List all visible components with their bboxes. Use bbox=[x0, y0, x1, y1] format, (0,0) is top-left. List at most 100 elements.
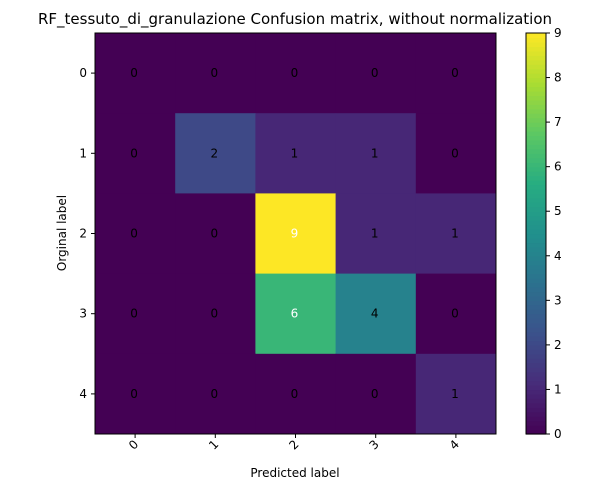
cell-value-label: 0 bbox=[210, 66, 218, 80]
colorbar-segment bbox=[526, 331, 546, 337]
cell-value-label: 0 bbox=[130, 146, 138, 160]
colorbar-segment bbox=[526, 215, 546, 221]
colorbar-segment bbox=[526, 398, 546, 404]
heatmap-cell-3-3 bbox=[335, 273, 417, 355]
colorbar-segment bbox=[526, 206, 546, 212]
colorbar-segment bbox=[526, 90, 546, 96]
cell-value-label: 0 bbox=[371, 387, 379, 401]
colorbar-segment bbox=[526, 68, 546, 74]
y-axis-label: Orginal label bbox=[55, 195, 69, 271]
heatmap-cell-0-3 bbox=[335, 33, 417, 114]
colorbar-segment bbox=[526, 295, 546, 301]
colorbar-segment bbox=[526, 122, 546, 128]
colorbar-segment bbox=[526, 108, 546, 114]
colorbar-segment bbox=[526, 260, 546, 266]
colorbar-segment bbox=[526, 384, 546, 391]
colorbar-segment bbox=[526, 402, 546, 408]
colorbar-segment bbox=[526, 224, 546, 230]
colorbar-segment bbox=[526, 95, 546, 101]
heatmap-cell-2-3 bbox=[335, 193, 417, 275]
colorbar-segment bbox=[526, 429, 546, 435]
colorbar-segment bbox=[526, 59, 546, 65]
colorbar-segment bbox=[526, 273, 546, 279]
heatmap-cell-1-4 bbox=[415, 113, 497, 194]
heatmap-cell-0-1 bbox=[175, 33, 256, 114]
y-tick-label: 2 bbox=[79, 227, 87, 241]
colorbar-segment bbox=[526, 144, 546, 150]
colorbar-segment bbox=[526, 126, 546, 132]
colorbar-tick-label: 7 bbox=[554, 115, 562, 129]
heatmap-cell-4-2 bbox=[255, 353, 337, 435]
colorbar-segment bbox=[526, 269, 546, 275]
colorbar-segment bbox=[526, 411, 546, 417]
colorbar-tick-label: 1 bbox=[554, 382, 562, 396]
y-tick-label: 0 bbox=[79, 66, 87, 80]
heatmap-cell-2-4 bbox=[415, 193, 497, 275]
colorbar-segment bbox=[526, 340, 546, 346]
colorbar-segment bbox=[526, 211, 546, 217]
cell-value-label: 1 bbox=[451, 387, 459, 401]
colorbar-tick-label: 0 bbox=[554, 427, 562, 441]
colorbar-segment bbox=[526, 113, 546, 119]
colorbar-frame bbox=[525, 32, 547, 435]
x-axis-label: Predicted label bbox=[250, 466, 339, 480]
x-tick-label: 3 bbox=[367, 437, 382, 452]
cell-value-label: 0 bbox=[210, 387, 218, 401]
x-tick-label: 4 bbox=[447, 437, 462, 452]
heatmap-cell-0-4 bbox=[415, 33, 497, 114]
heatmap-cell-4-1 bbox=[175, 353, 256, 435]
colorbar-segment bbox=[526, 197, 546, 203]
colorbar-segment bbox=[526, 41, 546, 47]
cell-value-label: 0 bbox=[130, 66, 138, 80]
x-tick-label: 0 bbox=[126, 437, 141, 452]
heatmap-cell-3-1 bbox=[175, 273, 256, 355]
colorbar-tick-label: 5 bbox=[554, 204, 562, 218]
colorbar-segment bbox=[526, 353, 546, 359]
heatmap-cell-2-1 bbox=[175, 193, 256, 275]
cell-value-label: 0 bbox=[371, 66, 379, 80]
heatmap-cell-1-3 bbox=[335, 113, 417, 194]
colorbar-segment bbox=[526, 166, 546, 172]
colorbar-segment bbox=[526, 86, 546, 92]
colorbar-segment bbox=[526, 282, 546, 288]
colorbar-segment bbox=[526, 64, 546, 70]
colorbar-segment bbox=[526, 380, 546, 386]
colorbar-segment bbox=[526, 117, 546, 123]
cell-value-label: 0 bbox=[130, 387, 138, 401]
y-tick-label: 4 bbox=[79, 387, 87, 401]
heatmap-cells bbox=[95, 33, 497, 435]
colorbar-segment bbox=[526, 171, 546, 177]
colorbar-segment bbox=[526, 420, 546, 426]
heatmap-cell-1-0 bbox=[95, 113, 176, 194]
colorbar-segment bbox=[526, 202, 546, 208]
x-tick-label: 1 bbox=[206, 437, 221, 452]
cell-value-label: 0 bbox=[451, 146, 459, 160]
colorbar-segment bbox=[526, 251, 546, 257]
colorbar-segment bbox=[526, 153, 546, 159]
x-axis-ticks: 0 1 2 3 4 bbox=[126, 434, 462, 453]
chart-title: RF_tessuto_di_granulazione Confusion mat… bbox=[38, 10, 552, 29]
colorbar-segment bbox=[526, 99, 546, 105]
colorbar-segment bbox=[526, 389, 546, 395]
colorbar-tick-label: 8 bbox=[554, 71, 562, 85]
heatmap-cell-labels: 0 0 0 0 0 0 2 1 1 0 0 0 9 1 1 0 0 6 4 0 0 0 0 0 1 bbox=[130, 66, 458, 401]
cell-value-label: 0 bbox=[130, 227, 138, 241]
colorbar-segment bbox=[526, 184, 546, 190]
cell-value-label: 6 bbox=[291, 307, 299, 321]
y-axis-ticks: 0 1 2 3 4 bbox=[79, 66, 95, 401]
cell-value-label: 1 bbox=[451, 227, 459, 241]
colorbar-tick-label: 4 bbox=[554, 249, 562, 263]
colorbar-segment bbox=[526, 229, 546, 235]
heatmap-cell-1-2 bbox=[255, 113, 337, 194]
colorbar-segment bbox=[526, 371, 546, 377]
colorbar-segment bbox=[526, 291, 546, 297]
cell-value-label: 0 bbox=[291, 66, 299, 80]
heatmap-cell-4-4 bbox=[415, 353, 497, 435]
y-tick-label: 1 bbox=[79, 146, 87, 160]
colorbar-segment bbox=[526, 37, 546, 43]
colorbar-segment bbox=[526, 318, 546, 324]
colorbar-segment bbox=[526, 407, 546, 413]
colorbar-segment bbox=[526, 362, 546, 368]
colorbar-tick-label: 2 bbox=[554, 338, 562, 352]
colorbar-segment bbox=[526, 416, 546, 422]
